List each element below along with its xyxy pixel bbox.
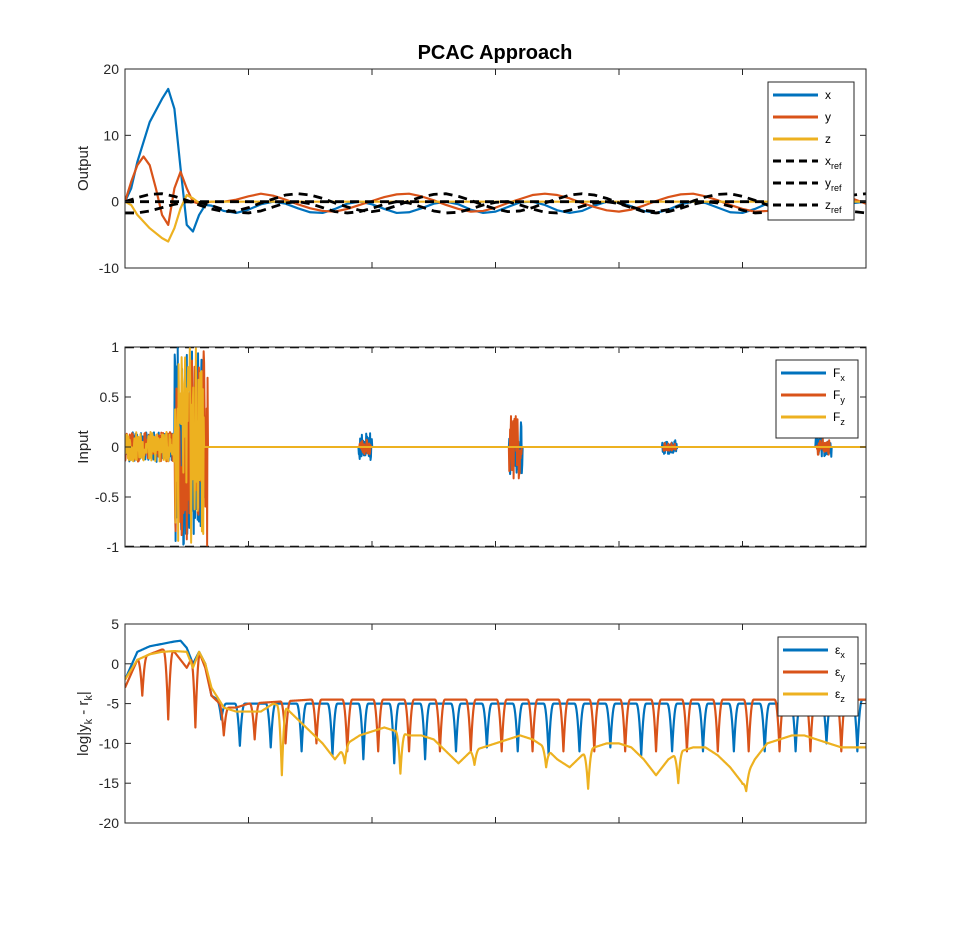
y-axis-label: Input (75, 429, 92, 463)
y-tick-label: -5 (107, 696, 120, 712)
legend: εx εy εz (777, 636, 859, 717)
chart-title: PCAC Approach (418, 42, 573, 64)
legend-label: Fx (833, 366, 845, 383)
y-tick-label: -15 (99, 775, 119, 791)
output-axes: -10 0 10 20 Output xyz xref yref zref (75, 61, 867, 276)
series-line-x-ref (125, 200, 866, 215)
y-tick-label: 1 (111, 339, 119, 355)
y-tick-label: -10 (99, 735, 119, 751)
input-axes: -1 -0.5 0 0.5 1 Input Fx Fy Fz (75, 339, 867, 555)
y-tick-label: 0 (111, 656, 119, 672)
y-tick-label: 5 (111, 616, 119, 632)
legend-label: x (825, 88, 831, 102)
legend-label: xref (825, 154, 842, 171)
y-tick-label: -1 (107, 539, 120, 555)
legend-label: Fy (833, 388, 845, 405)
y-tick-label: 0 (111, 194, 119, 210)
legend-label: εy (835, 665, 845, 682)
y-tick-label: -10 (99, 260, 119, 276)
plot-area (125, 69, 866, 268)
series-line-epsilon-y (125, 648, 866, 753)
plot-lines (125, 639, 866, 793)
legend-label: εz (835, 687, 845, 704)
legend-label: zref (825, 198, 842, 215)
y-axis-label: Output (75, 145, 92, 191)
legend-label: yref (825, 176, 842, 193)
y-axis-label: log|yk - rk| (75, 691, 95, 756)
legend-label: z (825, 132, 831, 146)
plot-lines (125, 347, 866, 547)
legend-label: y (825, 110, 831, 124)
y-tick-label: 20 (103, 61, 119, 77)
y-tick-label: 10 (103, 127, 119, 143)
error-axes: -20 -15 -10 -5 0 5 log|yk - rk| εx εy εz (75, 616, 867, 831)
legend-box (767, 81, 855, 221)
y-tick-label: 0.5 (100, 389, 120, 405)
legend-label: εx (835, 643, 845, 660)
y-tick-label: -0.5 (95, 489, 119, 505)
plot-area (125, 624, 866, 823)
series-line-fz (125, 347, 866, 544)
plot-lines (125, 87, 866, 243)
legend: Fx Fy Fz (775, 359, 859, 439)
y-tick-label: 0 (111, 439, 119, 455)
series-line-y-ref (125, 192, 866, 214)
legend: xyz xref yref zref (767, 81, 855, 221)
legend-label: Fz (833, 410, 845, 427)
series-line-epsilon-z (125, 649, 866, 793)
y-tick-label: -20 (99, 815, 119, 831)
